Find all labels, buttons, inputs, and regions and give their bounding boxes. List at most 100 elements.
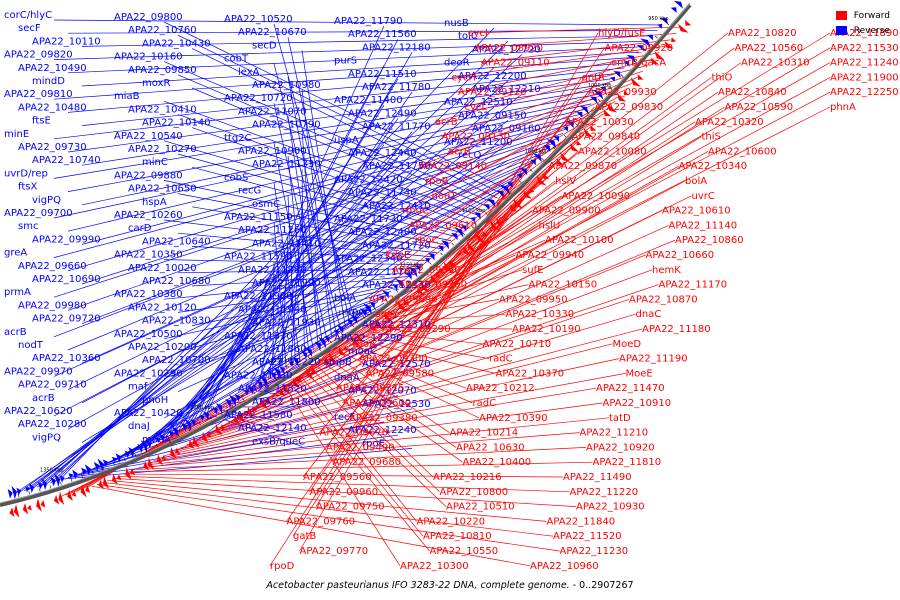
forward-gene-feature xyxy=(174,447,181,455)
scale-tick-mark xyxy=(598,99,601,102)
reverse-gene-connector xyxy=(45,67,495,485)
reverse-gene-feature xyxy=(506,182,513,189)
reverse-gene-label: APA22_09660 xyxy=(18,261,87,272)
reverse-gene-label: APA22_10700 xyxy=(142,355,211,366)
scale-tick-mark xyxy=(263,384,267,388)
reverse-gene-label: APA22_10270 xyxy=(128,144,197,155)
forward-gene-label: APA22_09680 xyxy=(333,457,402,468)
scale-tick-mark xyxy=(253,391,256,395)
reverse-gene-label: hspA xyxy=(142,197,167,208)
forward-gene-connector xyxy=(96,483,560,552)
forward-gene-label: APA22_09130 xyxy=(442,132,511,143)
reverse-gene-connector xyxy=(53,19,663,26)
reverse-gene-connector xyxy=(163,276,410,300)
reverse-gene-label: APA22_10650 xyxy=(128,184,197,195)
reverse-gene-connector xyxy=(53,175,522,417)
reverse-gene-label: APA22_11070 xyxy=(238,106,307,117)
forward-gene-feature xyxy=(80,484,87,498)
forward-gene-feature xyxy=(384,311,392,322)
forward-gene-label: APA22_09610 xyxy=(409,220,478,231)
scale-tick-mark xyxy=(384,298,388,302)
forward-gene-connector xyxy=(457,52,660,93)
reverse-gene-feature xyxy=(324,336,330,343)
reverse-gene-connector xyxy=(67,123,573,272)
reverse-gene-label: recF xyxy=(334,412,356,423)
reverse-gene-feature xyxy=(553,136,560,142)
reverse-gene-feature xyxy=(660,18,668,25)
reverse-gene-connector xyxy=(67,46,644,74)
scale-tick-mark xyxy=(563,134,567,138)
reverse-gene-label: purS xyxy=(334,56,357,67)
forward-gene-label: APA22_09920 xyxy=(605,43,674,54)
reverse-gene-label: APA22_10260 xyxy=(114,210,183,221)
forward-gene-label: APA22_09290 xyxy=(382,324,451,335)
reverse-gene-feature xyxy=(450,232,458,241)
forward-gene-connector xyxy=(138,432,580,468)
forward-gene-feature xyxy=(238,410,246,424)
reverse-gene-feature xyxy=(520,168,528,176)
forward-gene-connector xyxy=(232,165,679,421)
forward-gene-feature xyxy=(202,431,209,443)
reverse-gene-feature xyxy=(530,159,536,166)
scale-tick-mark xyxy=(113,462,115,466)
forward-gene-label: APA22_10710 xyxy=(483,339,552,350)
forward-gene-label: tatD xyxy=(609,413,631,424)
scale-tick-mark xyxy=(462,232,466,236)
reverse-gene-label: APA22_12490 xyxy=(348,108,417,119)
forward-gene-label: sufE xyxy=(522,265,543,276)
forward-gene-connector xyxy=(185,299,630,446)
forward-gene-feature xyxy=(40,499,46,508)
reverse-gene-feature xyxy=(566,121,574,129)
reverse-gene-feature xyxy=(84,464,91,476)
reverse-gene-connector xyxy=(67,108,587,232)
forward-gene-label: APA22_10370 xyxy=(496,368,565,379)
forward-gene-label: APA22_09600 xyxy=(343,398,412,409)
scale-tick-mark xyxy=(395,289,399,293)
reverse-gene-label: APA22_12340 xyxy=(334,254,403,265)
forward-gene-connector xyxy=(117,475,570,493)
reverse-gene-feature xyxy=(212,407,219,415)
reverse-gene-feature xyxy=(470,217,476,223)
reverse-gene-label: APA22_11200 xyxy=(444,137,513,148)
forward-gene-label: APA22_11900 xyxy=(830,72,899,83)
reverse-gene-label: APA22_11260 xyxy=(238,225,307,236)
reverse-gene-connector xyxy=(177,74,489,208)
reverse-gene-label: deoR xyxy=(444,58,470,69)
forward-gene-feature xyxy=(476,233,485,243)
reverse-gene-label: rpoE xyxy=(362,438,385,449)
forward-gene-connector xyxy=(290,383,430,552)
forward-gene-connector xyxy=(206,239,676,435)
reverse-gene-feature xyxy=(184,418,192,432)
reverse-gene-connector xyxy=(273,63,342,331)
reverse-gene-label: APA22_10720 xyxy=(224,93,293,104)
reverse-gene-feature xyxy=(199,415,205,421)
forward-gene-feature xyxy=(36,498,42,512)
reverse-gene-label: miaB xyxy=(114,91,140,102)
forward-gene-label: gntR xyxy=(582,72,606,83)
reverse-gene-feature xyxy=(228,394,236,407)
forward-gene-label: APA22_10660 xyxy=(646,250,715,261)
reverse-gene-label: moeA xyxy=(142,434,171,445)
forward-gene-label: rpoB xyxy=(425,176,449,187)
reverse-gene-connector xyxy=(53,118,578,258)
reverse-gene-label: cobS xyxy=(224,172,248,183)
strand-legend: Forward Reverse xyxy=(835,8,890,38)
reverse-gene-feature xyxy=(168,430,174,438)
forward-gene-label: APA22_09580 xyxy=(366,368,435,379)
scale-tick-mark xyxy=(155,443,158,447)
forward-gene-label: APA22_09750 xyxy=(316,502,385,513)
reverse-gene-label: APA22_09850 xyxy=(128,65,197,76)
forward-gene-feature xyxy=(430,274,439,284)
reverse-gene-connector xyxy=(273,23,355,321)
forward-gene-feature xyxy=(556,158,564,166)
forward-gene-label: APA22_10870 xyxy=(629,294,698,305)
forward-gene-connector xyxy=(190,284,659,444)
scale-tick-mark xyxy=(123,458,126,462)
reverse-gene-label: APA22_10900 xyxy=(238,146,307,157)
reverse-gene-feature xyxy=(247,385,254,395)
forward-gene-feature xyxy=(111,473,118,485)
forward-connector-lines xyxy=(60,26,831,567)
reverse-gene-connector xyxy=(273,221,287,369)
reverse-gene-feature xyxy=(600,86,606,93)
scale-tick-mark xyxy=(177,433,180,437)
